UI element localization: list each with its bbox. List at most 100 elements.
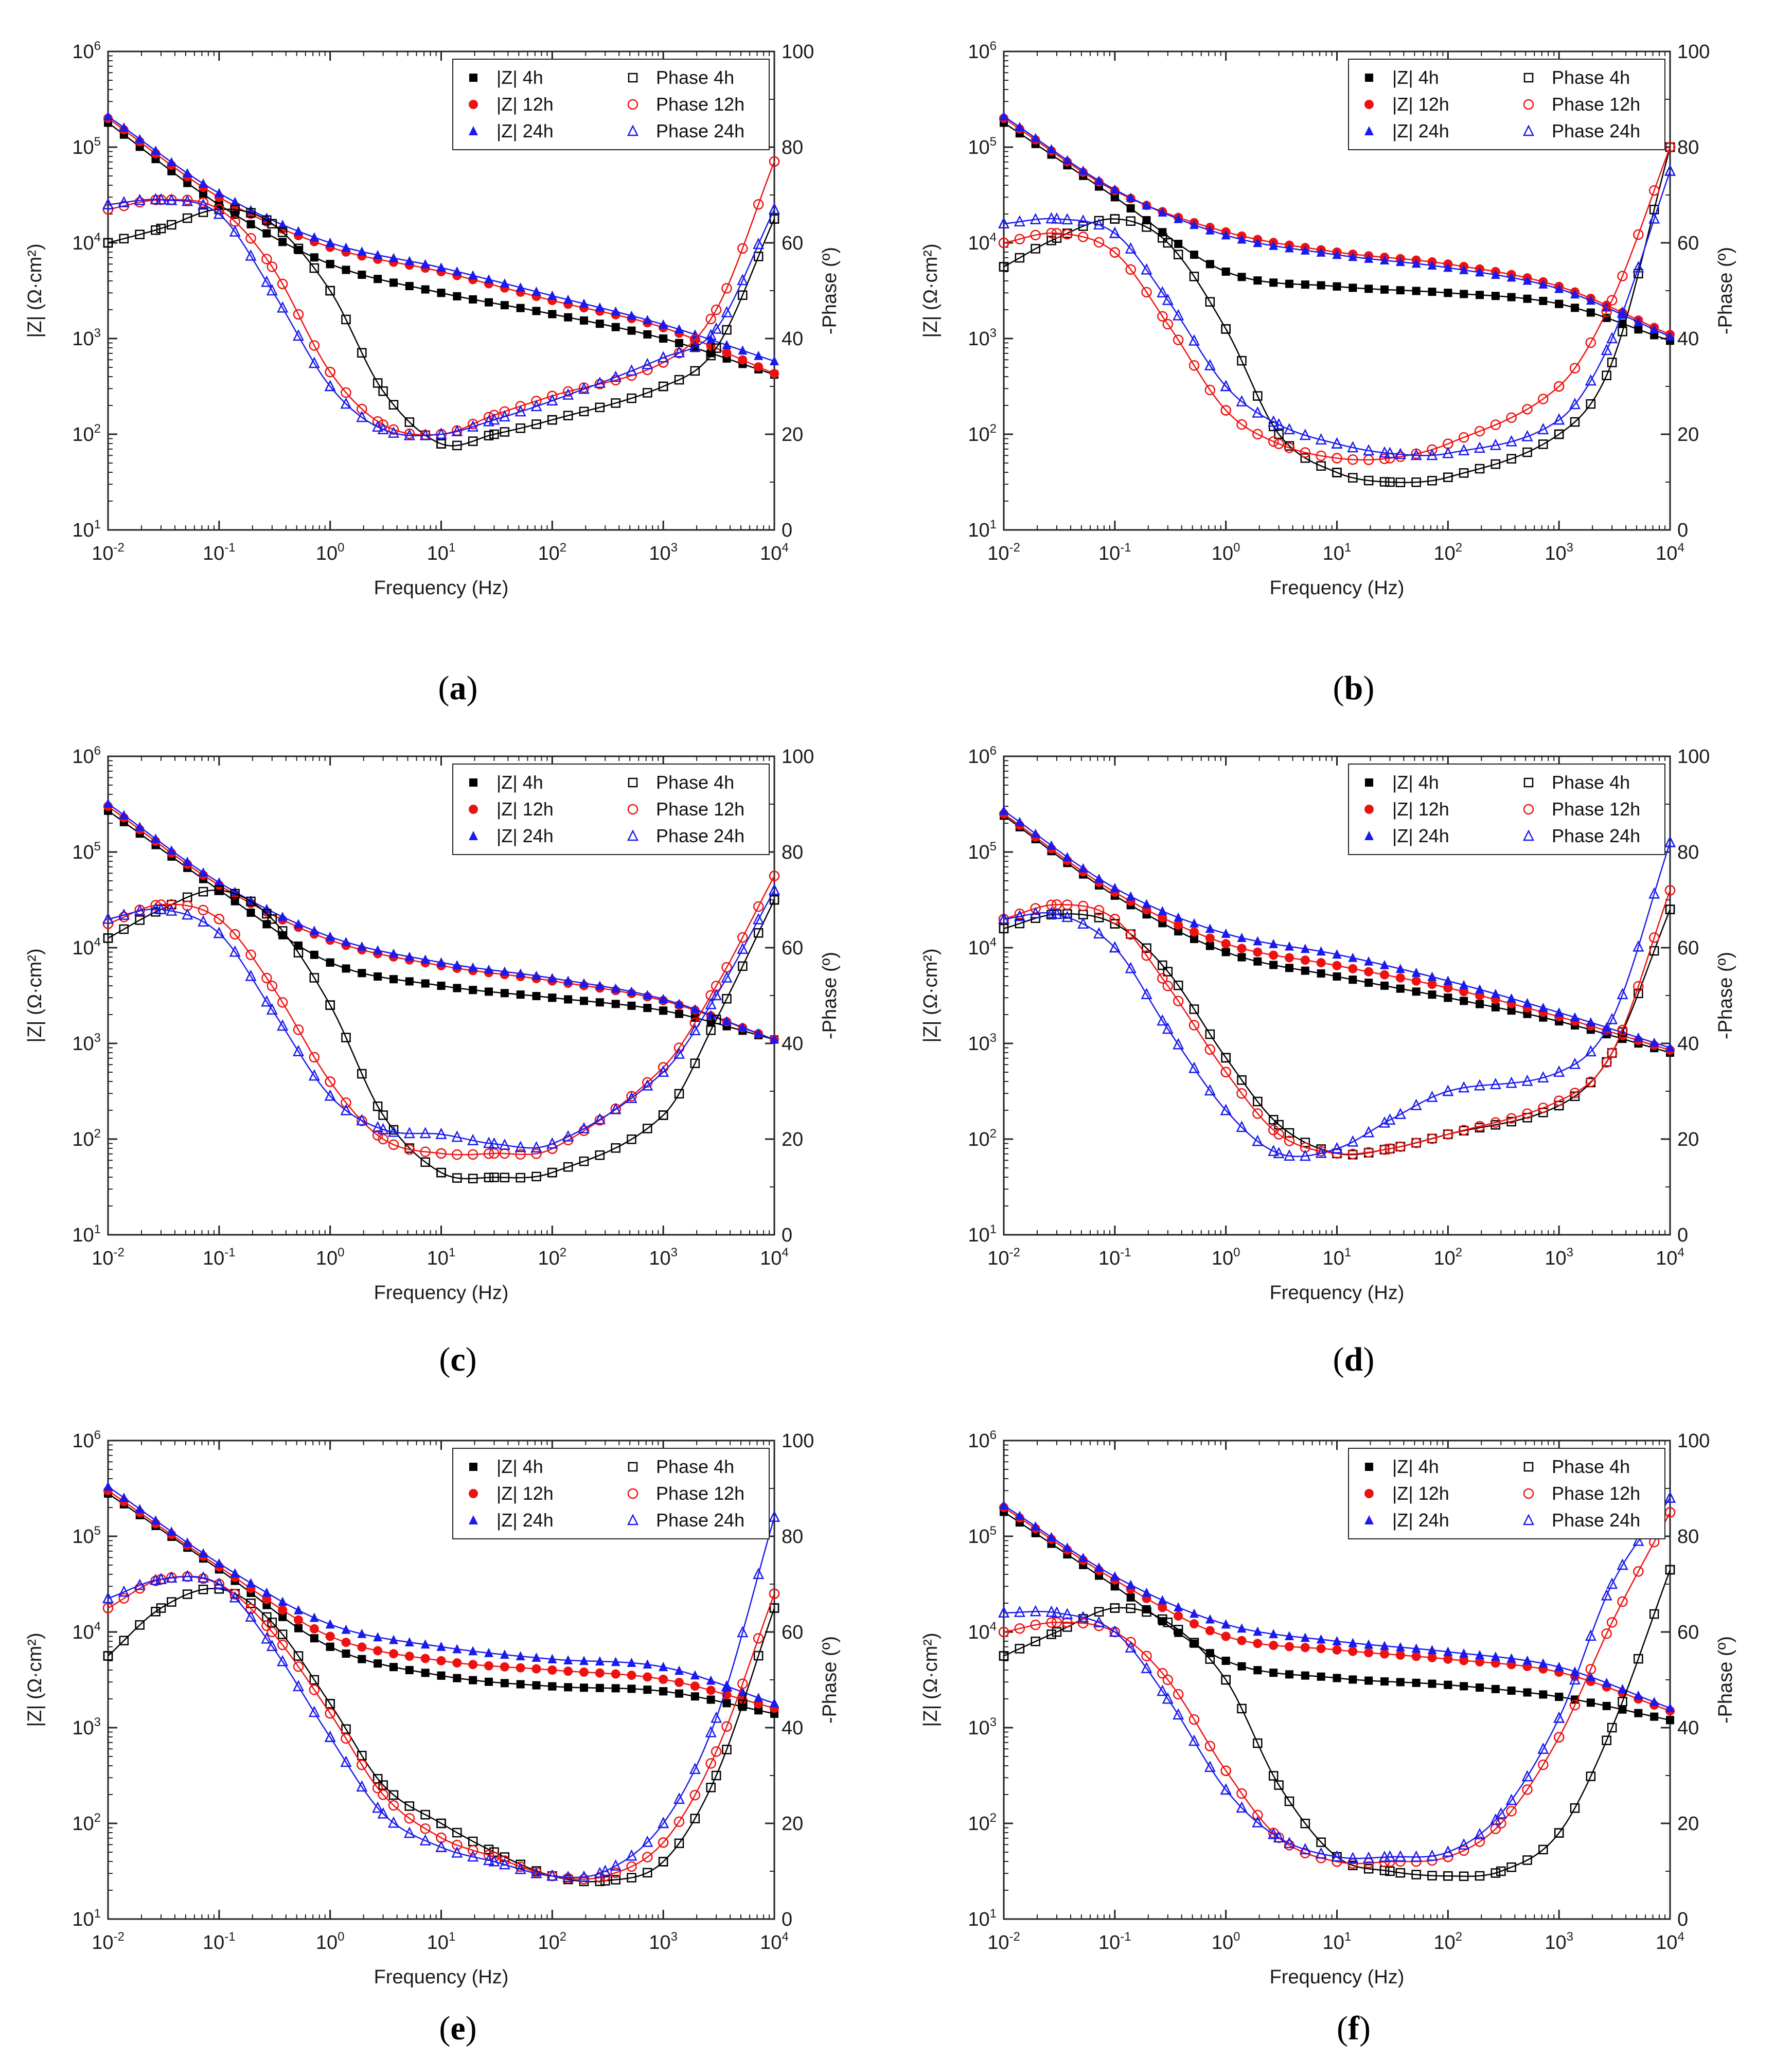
legend-box xyxy=(1348,1448,1665,1539)
data-point xyxy=(1569,1700,1581,1711)
data-point xyxy=(722,340,732,349)
fit-line-phase-24h xyxy=(1003,171,1671,456)
data-point xyxy=(341,1733,351,1744)
data-point xyxy=(292,1680,305,1692)
data-point xyxy=(1363,444,1375,456)
data-point xyxy=(1189,1004,1199,1014)
data-point xyxy=(658,1837,669,1848)
data-point xyxy=(659,319,668,329)
data-point xyxy=(310,253,318,262)
data-point xyxy=(1633,1534,1644,1546)
data-point xyxy=(1031,1637,1040,1646)
data-point xyxy=(1300,447,1311,458)
data-point xyxy=(1586,1672,1595,1681)
data-point xyxy=(1158,1595,1167,1605)
data-point xyxy=(467,1149,478,1160)
data-point xyxy=(1426,1090,1438,1102)
data-point xyxy=(1253,947,1263,957)
data-point xyxy=(182,908,193,920)
data-point xyxy=(1317,1672,1325,1681)
data-point xyxy=(1332,453,1342,464)
data-point xyxy=(595,1150,605,1160)
data-point xyxy=(261,275,273,287)
y-left-tick-label: 102 xyxy=(968,1811,997,1835)
data-point xyxy=(102,1603,114,1613)
y-right-tick-label: 100 xyxy=(1677,41,1710,63)
data-point xyxy=(1030,1619,1041,1630)
data-point xyxy=(1474,1121,1485,1132)
data-point xyxy=(278,1612,287,1621)
data-point xyxy=(1380,1677,1389,1686)
data-point xyxy=(1634,988,1643,999)
data-point xyxy=(611,1684,620,1693)
data-point xyxy=(1491,270,1500,279)
data-point xyxy=(1363,1147,1374,1158)
data-point xyxy=(1648,185,1660,196)
data-point xyxy=(532,307,541,315)
series-phase-24h xyxy=(998,836,1676,1161)
legend-label-phase-12h: Phase 12h xyxy=(1552,798,1640,820)
data-point xyxy=(309,232,319,242)
data-point xyxy=(643,388,652,398)
x-tick-label: 100 xyxy=(316,1930,345,1954)
data-point xyxy=(1094,1562,1104,1572)
data-point xyxy=(515,1861,526,1872)
series-phase-4h xyxy=(999,1565,1675,1881)
data-point xyxy=(642,1852,653,1862)
data-point xyxy=(579,1656,589,1665)
data-point xyxy=(611,1669,620,1679)
data-point xyxy=(514,1141,526,1152)
data-point xyxy=(484,431,494,440)
series-phase-4h xyxy=(103,204,779,451)
data-point xyxy=(150,192,162,205)
data-point xyxy=(372,1121,384,1132)
data-point xyxy=(155,193,167,205)
series-phase-12h xyxy=(998,1507,1676,1869)
data-point xyxy=(262,1594,272,1604)
data-point xyxy=(1506,1653,1516,1663)
data-point xyxy=(1299,1843,1311,1855)
y-left-tick-label: 105 xyxy=(968,1524,997,1548)
data-point xyxy=(1188,1061,1200,1073)
data-point xyxy=(1157,311,1168,322)
legend-marker-phase-24h xyxy=(1522,1514,1535,1525)
legend-marker-z-12h xyxy=(469,100,478,109)
data-point xyxy=(357,246,367,256)
data-point xyxy=(532,992,541,1001)
legend-label-phase-12h: Phase 12h xyxy=(656,94,744,115)
data-point xyxy=(151,225,161,235)
data-point xyxy=(229,1589,240,1600)
data-point xyxy=(488,1137,500,1149)
data-point xyxy=(1522,1655,1532,1665)
data-point xyxy=(1553,381,1565,392)
y-right-tick-label: 80 xyxy=(782,137,803,158)
data-point xyxy=(1252,406,1264,418)
chart-panel-c: 10-2 10-1 100 101 102 103 104 101 102 103 104 105 10… xyxy=(0,720,896,1353)
data-point xyxy=(261,995,273,1007)
data-point xyxy=(659,1662,668,1672)
data-point xyxy=(1394,1107,1406,1120)
data-point xyxy=(325,286,335,296)
data-point xyxy=(753,1633,764,1644)
data-point xyxy=(324,380,336,392)
x-tick-label: 10-2 xyxy=(92,1930,125,1954)
data-point xyxy=(342,964,350,973)
data-point xyxy=(563,294,573,304)
data-point xyxy=(377,422,389,434)
data-point xyxy=(1664,836,1676,847)
x-tick-label: 101 xyxy=(427,1930,456,1954)
data-point xyxy=(1316,946,1326,956)
data-point xyxy=(1284,442,1295,453)
data-point xyxy=(1062,851,1072,861)
data-point xyxy=(1163,1618,1173,1627)
data-point xyxy=(1316,450,1326,461)
data-point xyxy=(1142,216,1151,224)
data-point xyxy=(357,1069,367,1079)
data-point xyxy=(183,179,192,187)
data-point xyxy=(611,398,620,408)
data-point xyxy=(722,993,732,1004)
data-point xyxy=(1427,1653,1437,1662)
series-phase-4h xyxy=(103,885,779,1183)
data-point xyxy=(1348,1646,1358,1656)
data-point xyxy=(277,278,288,290)
